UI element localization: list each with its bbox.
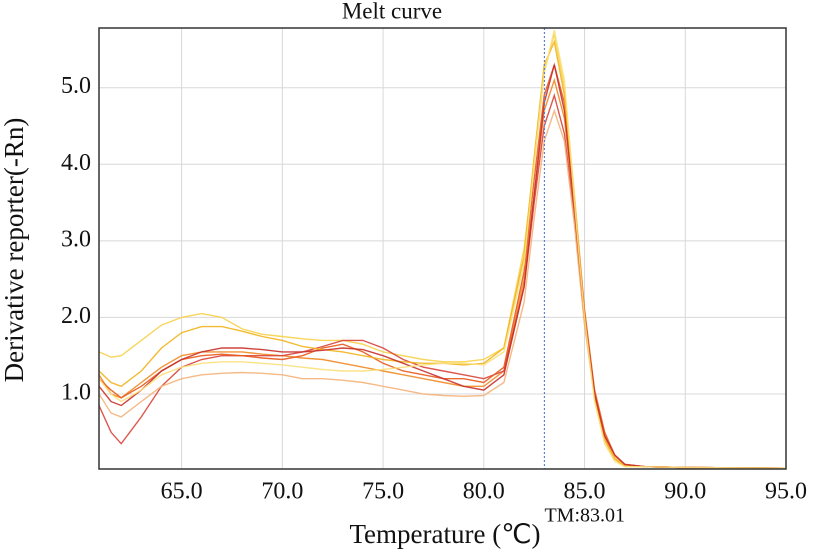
x-tick-label: 95.0 [765,479,807,505]
x-axis-label: Temperature (℃) [349,519,540,549]
x-tick-label: 70.0 [261,479,303,505]
plot-lines [99,30,786,469]
melt-curve [99,62,786,469]
y-tick-label: 1.0 [61,379,91,405]
y-tick-label: 4.0 [61,150,91,176]
y-tick-label: 5.0 [61,73,91,99]
y-tick-label: 2.0 [61,303,91,329]
y-tick-label: 3.0 [61,226,91,252]
y-axis-label: Derivative reporter(-Rn) [0,118,29,383]
x-tick-label: 65.0 [161,479,203,505]
x-tick-label: 80.0 [463,479,505,505]
melt-curve [99,92,786,469]
x-tick-label: 85.0 [564,479,606,505]
melt-curve [99,64,786,469]
melt-curve [99,39,786,469]
melt-curve [99,33,786,469]
melt-curve [99,30,786,469]
plot-frame [98,27,787,470]
x-tick-label: 75.0 [362,479,404,505]
melt-curve [99,77,786,469]
chart-title: Melt curve [342,0,442,23]
x-tick-label: 90.0 [664,479,706,505]
tm-label: TM:83.01 [544,505,625,527]
